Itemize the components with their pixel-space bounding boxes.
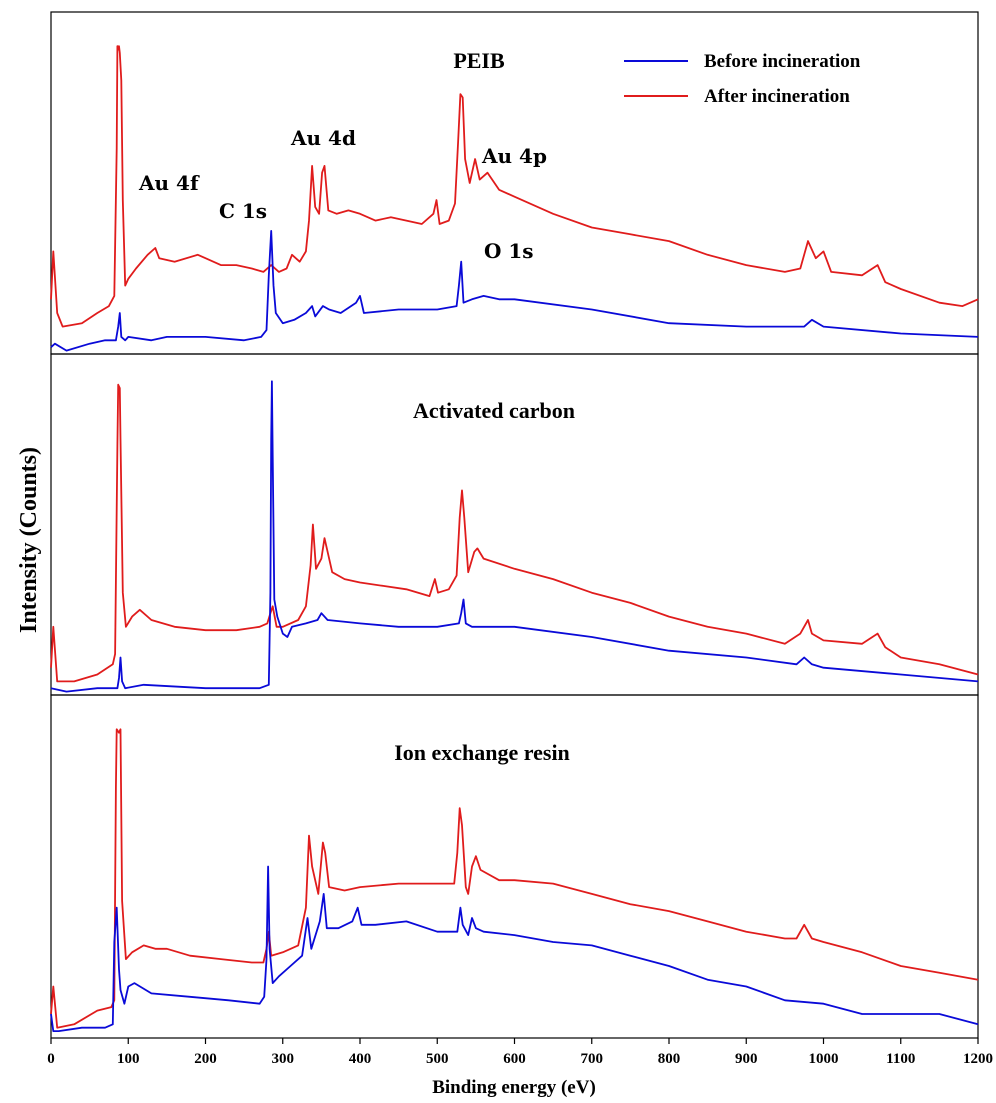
series-line-before-incineration <box>50 380 979 693</box>
y-axis-title: Intensity (Counts) <box>16 447 42 633</box>
peak-label-au4f: Au 4f <box>138 171 200 195</box>
legend-label-before: Before incineration <box>704 51 861 72</box>
peak-label-au4d: Au 4d <box>290 126 356 150</box>
panel-title: Activated carbon <box>413 398 575 423</box>
x-tick-label: 1100 <box>886 1051 915 1067</box>
series-line-before-incineration <box>50 865 979 1032</box>
panel-title: PEIB <box>453 48 505 73</box>
x-tick-label: 800 <box>658 1051 681 1067</box>
series-line-after-incineration <box>50 383 979 683</box>
x-tick-label: 900 <box>735 1051 758 1067</box>
x-tick-label: 500 <box>426 1051 449 1067</box>
x-tick-label: 1200 <box>963 1051 993 1067</box>
peak-label-o1s: O 1s <box>484 239 534 263</box>
panel-series-group <box>50 728 979 1032</box>
panel-activated-carbon: Activated carbon <box>50 353 979 696</box>
x-tick-label: 1000 <box>809 1051 839 1067</box>
panel-series-group <box>50 380 979 693</box>
x-tick-label: 600 <box>503 1051 526 1067</box>
panel-series-group <box>50 45 979 352</box>
panel-peib: PEIB Au 4f C 1s Au 4d Au 4p O 1s Before … <box>50 11 979 355</box>
series-line-before-incineration <box>50 230 979 352</box>
x-axis-title: Binding energy (eV) <box>432 1077 596 1098</box>
x-axis: 0 100 200 300 400 500 600 700 800 900 1000 1100 1200 <box>47 1038 993 1067</box>
x-tick-label: 300 <box>272 1051 295 1067</box>
x-tick-label: 0 <box>47 1051 55 1067</box>
legend-label-after: After incineration <box>704 86 850 107</box>
panel-ion-exchange-resin: Ion exchange resin <box>50 694 979 1039</box>
peak-label-c1s: C 1s <box>219 199 267 223</box>
peak-label-au4p: Au 4p <box>481 144 547 168</box>
x-tick-label: 400 <box>349 1051 372 1067</box>
x-tick-label: 700 <box>581 1051 604 1067</box>
series-line-after-incineration <box>50 728 979 1029</box>
legend: Before incineration After incineration <box>624 51 861 107</box>
x-tick-label: 200 <box>194 1051 217 1067</box>
panel-title: Ion exchange resin <box>394 740 570 765</box>
series-line-after-incineration <box>50 45 979 328</box>
x-tick-label: 100 <box>117 1051 140 1067</box>
